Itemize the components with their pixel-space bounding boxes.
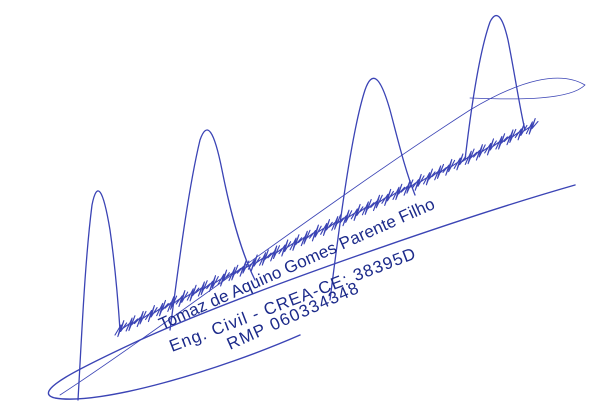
signature-loop xyxy=(77,190,121,401)
signature-sweep xyxy=(47,184,576,400)
signature-loop xyxy=(464,14,526,161)
signature-loop xyxy=(329,77,416,301)
signature-scribble xyxy=(114,118,539,338)
signature-loop xyxy=(169,129,256,331)
signature-guide xyxy=(59,77,586,396)
